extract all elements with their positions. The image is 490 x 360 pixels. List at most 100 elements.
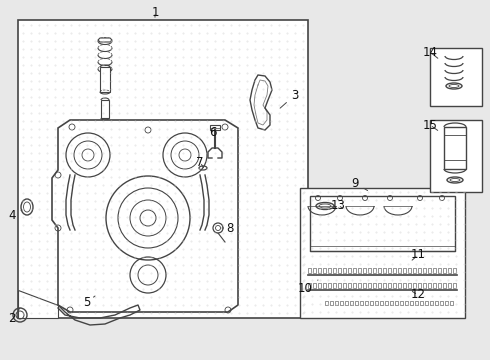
Bar xyxy=(393,283,396,288)
Text: 5: 5 xyxy=(83,296,95,309)
Bar xyxy=(318,268,321,273)
Bar xyxy=(413,283,416,288)
Bar xyxy=(405,301,408,305)
Text: 13: 13 xyxy=(331,198,345,212)
Bar xyxy=(350,301,353,305)
Polygon shape xyxy=(98,38,112,42)
Bar xyxy=(408,283,411,288)
Bar xyxy=(348,268,351,273)
Bar xyxy=(378,283,381,288)
Bar xyxy=(343,268,346,273)
Bar xyxy=(313,268,316,273)
Text: 8: 8 xyxy=(222,221,234,234)
Bar xyxy=(355,301,358,305)
Bar xyxy=(443,283,446,288)
Polygon shape xyxy=(52,120,238,312)
Bar xyxy=(440,301,443,305)
Bar xyxy=(403,268,406,273)
Bar xyxy=(358,268,361,273)
Text: 15: 15 xyxy=(422,118,438,131)
Bar xyxy=(345,301,348,305)
Bar xyxy=(438,268,441,273)
Bar xyxy=(378,268,381,273)
Bar xyxy=(323,268,326,273)
Bar xyxy=(353,268,356,273)
Bar xyxy=(328,268,331,273)
Bar xyxy=(313,283,316,288)
Polygon shape xyxy=(18,290,58,318)
Bar xyxy=(18,20,308,318)
Bar xyxy=(358,283,361,288)
Bar xyxy=(430,48,482,106)
Bar xyxy=(368,268,371,273)
Bar xyxy=(410,301,413,305)
Bar xyxy=(430,120,482,192)
Bar xyxy=(308,283,311,288)
Bar xyxy=(365,301,368,305)
Text: 6: 6 xyxy=(209,126,217,142)
Text: 2: 2 xyxy=(8,308,20,324)
Bar xyxy=(373,283,376,288)
Bar xyxy=(388,283,391,288)
Bar xyxy=(363,268,366,273)
Text: 9: 9 xyxy=(351,176,368,190)
Bar xyxy=(318,283,321,288)
Bar xyxy=(390,301,393,305)
Bar xyxy=(210,125,220,130)
Bar xyxy=(448,283,451,288)
Text: 3: 3 xyxy=(280,89,299,108)
Bar xyxy=(448,268,451,273)
Bar xyxy=(360,301,363,305)
Bar xyxy=(333,283,336,288)
Bar xyxy=(370,301,373,305)
Bar xyxy=(338,268,341,273)
Text: 11: 11 xyxy=(411,248,425,261)
Text: 12: 12 xyxy=(411,288,425,302)
Bar xyxy=(383,268,386,273)
Bar xyxy=(340,301,343,305)
Bar xyxy=(310,196,455,251)
Text: 7: 7 xyxy=(196,156,204,168)
Bar xyxy=(415,301,418,305)
Bar xyxy=(383,283,386,288)
Text: 1: 1 xyxy=(151,5,159,18)
Text: 4: 4 xyxy=(8,208,22,221)
Bar xyxy=(398,268,401,273)
Bar xyxy=(333,268,336,273)
Bar xyxy=(445,301,448,305)
Bar xyxy=(428,283,431,288)
Bar xyxy=(413,268,416,273)
Bar xyxy=(395,301,398,305)
Bar xyxy=(101,100,109,118)
Bar xyxy=(418,283,421,288)
Bar xyxy=(368,283,371,288)
Bar xyxy=(373,268,376,273)
Bar xyxy=(423,283,426,288)
Bar xyxy=(443,268,446,273)
Bar xyxy=(423,268,426,273)
Bar xyxy=(323,283,326,288)
Bar xyxy=(300,188,465,318)
Bar xyxy=(328,283,331,288)
Text: 10: 10 xyxy=(297,280,318,294)
Bar xyxy=(308,268,311,273)
Bar xyxy=(433,283,436,288)
Bar xyxy=(444,127,466,169)
Bar xyxy=(420,301,423,305)
Bar xyxy=(400,301,403,305)
Bar xyxy=(353,283,356,288)
Bar xyxy=(385,301,388,305)
Bar xyxy=(453,283,456,288)
Bar xyxy=(430,301,433,305)
Bar xyxy=(438,283,441,288)
Bar xyxy=(428,268,431,273)
Bar xyxy=(335,301,338,305)
Bar xyxy=(363,283,366,288)
Bar xyxy=(435,301,438,305)
Bar xyxy=(453,268,456,273)
Bar xyxy=(100,67,110,92)
Bar xyxy=(348,283,351,288)
Bar xyxy=(388,268,391,273)
Bar xyxy=(380,301,383,305)
Bar xyxy=(343,283,346,288)
